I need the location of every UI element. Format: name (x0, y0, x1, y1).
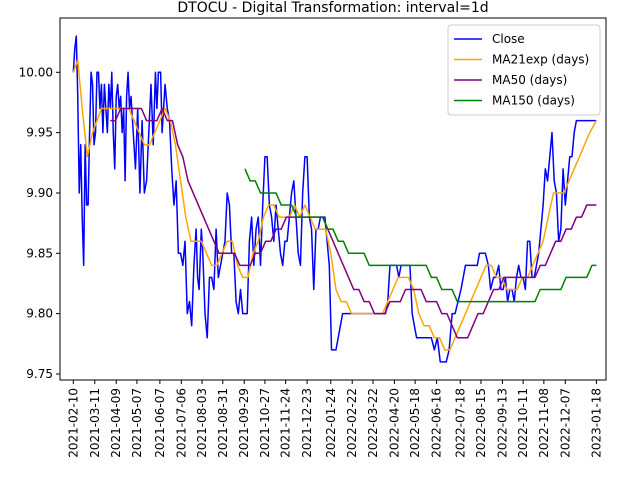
series-line-close (72, 35, 597, 363)
series-line-ma21exp-days (72, 59, 598, 351)
legend-label-close: Close (492, 32, 525, 46)
x-tick-label: 2021-02-10 (66, 388, 80, 458)
series-line-ma50-days (110, 107, 597, 339)
series-layer (72, 35, 598, 363)
x-tick-label: 2022-11-08 (537, 388, 551, 458)
x-tick-label: 2022-01-24 (324, 388, 338, 458)
legend-label-ma21exp-days: MA21exp (days) (492, 53, 589, 67)
x-tick-label: 2022-02-22 (345, 388, 359, 458)
x-axis: 2021-02-10 2021-03-11 2021-04-09 2021-05-07… (66, 380, 603, 458)
series-line-ma150-days (244, 168, 597, 303)
x-tick-label: 2022-05-18 (408, 388, 422, 458)
x-tick-label: 2023-01-18 (589, 388, 603, 458)
x-tick-label: 2021-08-03 (195, 388, 209, 458)
legend-label-ma50-days: MA50 (days) (492, 73, 567, 87)
y-tick-label: 9.85 (26, 246, 53, 260)
y-tick-label: 9.75 (26, 367, 53, 381)
legend-box (447, 24, 601, 116)
x-tick-label: 2022-03-22 (366, 388, 380, 458)
x-tick-label: 2021-08-31 (216, 388, 230, 458)
x-tick-label: 2021-09-29 (237, 388, 251, 458)
x-tick-label: 2021-05-07 (130, 388, 144, 458)
y-tick-label: 10.00 (19, 65, 53, 79)
y-tick-label: 9.80 (26, 307, 53, 321)
x-tick-label: 2022-08-15 (474, 388, 488, 458)
y-axis: 9.75 9.80 9.85 9.90 9.95 10.00 (19, 65, 60, 381)
x-tick-label: 2022-06-16 (430, 388, 444, 458)
x-tick-label: 2022-10-11 (516, 388, 530, 458)
x-tick-label: 2021-03-11 (88, 388, 102, 458)
legend-label-ma150-days: MA150 (days) (492, 94, 575, 108)
legend: Close MA21exp (days) MA50 (days) MA150 (day… (447, 24, 601, 116)
x-tick-label: 2021-04-09 (109, 388, 123, 458)
axes-frame (59, 17, 607, 381)
chart-title: DTOCU - Digital Transformation: interval… (177, 0, 488, 16)
x-tick-label: 2022-04-20 (387, 388, 401, 458)
x-tick-label: 2021-10-27 (258, 388, 272, 458)
x-tick-label: 2021-07-06 (174, 388, 188, 458)
x-tick-label: 2022-07-18 (453, 388, 467, 458)
x-tick-label: 2021-12-23 (300, 388, 314, 458)
y-tick-label: 9.90 (26, 186, 53, 200)
x-tick-label: 2021-06-07 (153, 388, 167, 458)
x-tick-label: 2022-09-13 (495, 388, 509, 458)
y-tick-label: 9.95 (26, 126, 53, 140)
x-tick-label: 2022-12-07 (558, 388, 572, 458)
x-tick-label: 2021-11-24 (279, 388, 293, 458)
